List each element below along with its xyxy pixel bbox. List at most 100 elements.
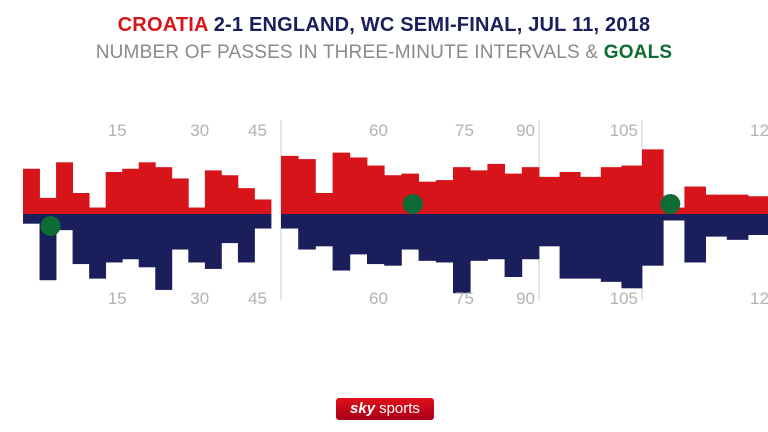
bottom-tick-label: 15 xyxy=(108,289,127,308)
england-goal-marker xyxy=(40,216,61,236)
england-bar xyxy=(539,214,560,247)
bottom-tick-label: 120 xyxy=(750,289,768,308)
england-bar xyxy=(726,214,749,240)
england-bar xyxy=(188,214,206,263)
england-bar xyxy=(72,214,90,265)
england-bar xyxy=(254,214,272,229)
croatia-bar xyxy=(435,180,454,215)
croatia-bar xyxy=(453,167,471,215)
chart-subtitle: NUMBER OF PASSES IN THREE-MINUTE INTERVA… xyxy=(0,42,768,64)
croatia-bar xyxy=(89,207,107,215)
croatia-bar xyxy=(122,168,140,215)
croatia-bar xyxy=(237,188,255,215)
croatia-bar xyxy=(72,193,90,215)
croatia-bar xyxy=(487,163,505,215)
england-bar xyxy=(204,214,222,269)
england-bar xyxy=(171,214,189,250)
england-bar xyxy=(705,214,728,237)
chart-title: CROATIA 2-1 ENGLAND, WC SEMI-FINAL, JUL … xyxy=(0,14,768,37)
england-bars xyxy=(23,214,768,294)
england-bar xyxy=(600,214,622,282)
sky-sports-logo: sky sports xyxy=(336,398,434,420)
croatia-bar xyxy=(748,196,768,215)
croatia-bar xyxy=(600,167,622,215)
top-tick-label: 120 xyxy=(750,121,768,140)
croatia-bar xyxy=(39,197,57,215)
croatia-bar xyxy=(281,155,299,215)
croatia-bar xyxy=(254,199,272,215)
croatia-bar xyxy=(539,176,560,215)
england-bar xyxy=(487,214,505,260)
bottom-tick-label: 30 xyxy=(190,289,209,308)
top-tick-label: 45 xyxy=(248,121,267,140)
england-bar xyxy=(349,214,368,255)
croatia-bar xyxy=(684,186,706,215)
croatia-bar xyxy=(504,173,523,215)
bottom-tick-label: 90 xyxy=(516,289,535,308)
logo-sports-text: sports xyxy=(379,400,420,417)
england-bar xyxy=(663,214,685,221)
croatia-bar xyxy=(705,194,728,215)
subtitle-text: NUMBER OF PASSES IN THREE-MINUTE INTERVA… xyxy=(95,42,604,63)
top-tick-labels: 15 30 45 60 75 90 105 120 xyxy=(108,121,768,140)
england-bar xyxy=(418,214,437,261)
england-bar xyxy=(384,214,402,266)
goal-markers xyxy=(40,194,681,236)
top-tick-label: 105 xyxy=(610,121,638,140)
croatia-bar xyxy=(621,165,643,215)
croatia-bar xyxy=(470,170,488,215)
england-bar xyxy=(315,214,333,247)
england-bar xyxy=(367,214,385,265)
bottom-tick-label: 45 xyxy=(248,289,267,308)
croatia-bar xyxy=(298,159,316,215)
title-match-info: , WC SEMI-FINAL, JUL 11, 2018 xyxy=(349,14,651,36)
bottom-tick-label: 75 xyxy=(455,289,474,308)
croatia-bar xyxy=(105,172,123,215)
top-tick-label: 75 xyxy=(455,121,474,140)
croatia-bar xyxy=(188,207,206,215)
england-bar xyxy=(89,214,107,279)
croatia-bar xyxy=(315,193,333,215)
england-bar xyxy=(470,214,488,261)
croatia-bar xyxy=(580,176,602,215)
croatia-bar xyxy=(138,162,156,215)
title-score: 2-1 xyxy=(207,14,249,36)
england-bar xyxy=(748,214,768,235)
title-team-croatia: CROATIA xyxy=(117,14,208,36)
croatia-bar xyxy=(221,175,239,215)
top-tick-label: 90 xyxy=(516,121,535,140)
england-bar xyxy=(298,214,316,250)
england-bar xyxy=(642,214,664,266)
england-bar xyxy=(23,214,40,224)
england-bar xyxy=(504,214,523,277)
croatia-bars xyxy=(23,149,768,215)
croatia-bar xyxy=(204,170,222,215)
croatia-bar xyxy=(521,167,540,215)
england-bar xyxy=(332,214,351,271)
england-bar xyxy=(401,214,419,250)
england-bar xyxy=(435,214,454,263)
croatia-bar xyxy=(56,162,73,215)
england-bar xyxy=(138,214,156,268)
subtitle-goals: GOALS xyxy=(603,42,673,63)
england-bar xyxy=(221,214,239,244)
croatia-goal-marker xyxy=(402,194,423,214)
top-tick-label: 60 xyxy=(369,121,388,140)
croatia-bar xyxy=(23,168,40,215)
england-bar xyxy=(521,214,540,260)
croatia-bar xyxy=(155,167,173,215)
england-bar xyxy=(580,214,602,279)
croatia-bar xyxy=(349,157,368,215)
england-bar xyxy=(237,214,255,263)
croatia-bar xyxy=(384,175,402,215)
england-bar xyxy=(122,214,140,260)
top-tick-label: 15 xyxy=(108,121,127,140)
croatia-bar xyxy=(171,178,189,215)
top-tick-label: 30 xyxy=(190,121,209,140)
england-bar xyxy=(105,214,123,263)
croatia-bar xyxy=(332,152,351,215)
bottom-tick-label: 105 xyxy=(610,289,638,308)
croatia-bar xyxy=(726,194,749,215)
england-bar xyxy=(155,214,173,290)
